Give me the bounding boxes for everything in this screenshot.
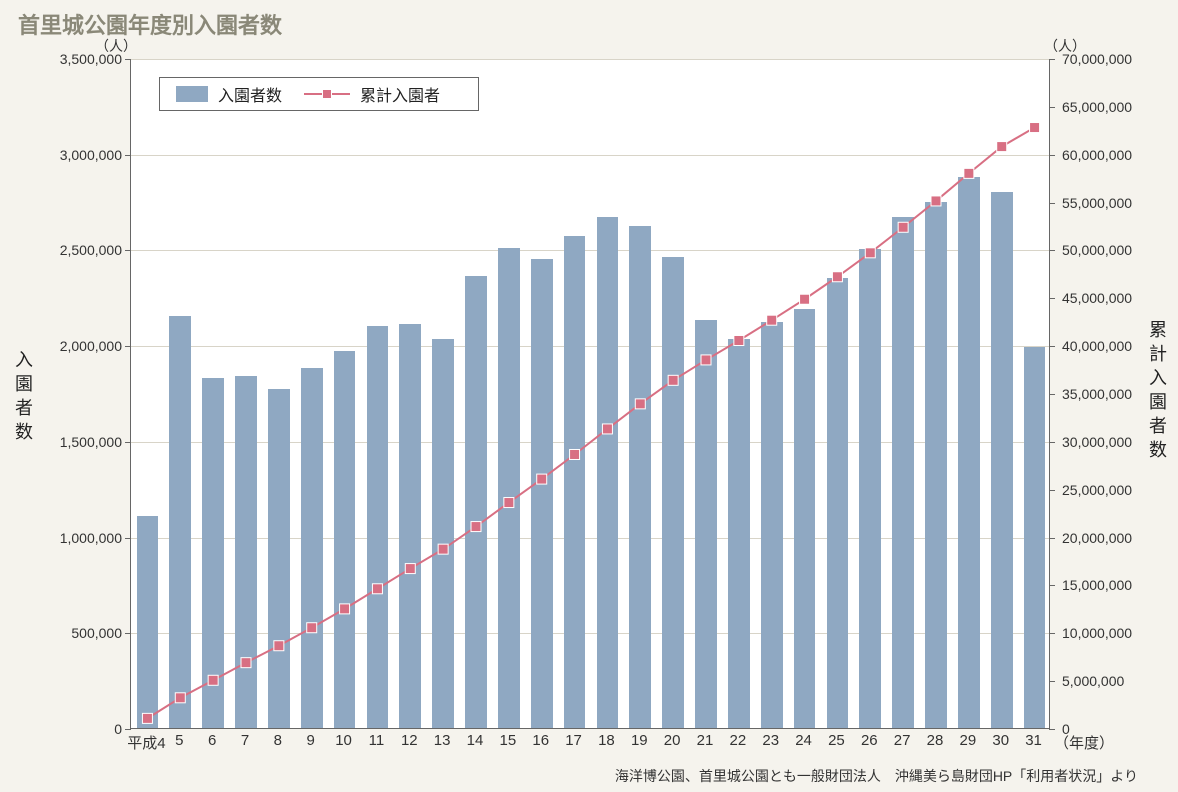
y-right-tick-label: 20,000,000 [1058,530,1178,546]
x-tick-label: 26 [861,732,878,749]
chart-marker [898,222,908,232]
chart-marker [832,272,842,282]
chart-marker [800,294,810,304]
x-tick-label: 25 [828,732,845,749]
y-left-tick-label: 1,500,000 [0,434,126,450]
y-right-tick-label: 15,000,000 [1058,577,1178,593]
x-tick-label: 10 [335,732,352,749]
y-right-tick-label: 45,000,000 [1058,290,1178,306]
chart-marker [635,399,645,409]
chart-marker [471,522,481,532]
y-left-tick-label: 3,500,000 [0,51,126,67]
x-tick-label: 16 [532,732,549,749]
x-tick-label: 8 [274,732,282,749]
x-tick-label: 31 [1025,732,1042,749]
x-tick-label: 19 [631,732,648,749]
x-tick-label: 14 [467,732,484,749]
x-tick-label: 28 [927,732,944,749]
chart-marker [241,658,251,668]
x-tick-label: 18 [598,732,615,749]
chart-marker [142,713,152,723]
x-unit: （年度） [1054,732,1114,753]
x-labels: 平成4 5 6 7 8 9 10 11 12 13 14 15 16 17 18 19 20 21 22 23 24 25… [130,732,1050,754]
chart-marker [668,375,678,385]
chart-marker [405,564,415,574]
x-tick-label: 20 [664,732,681,749]
y-left-labels: 0500,0001,000,0001,500,0002,000,0002,500… [0,59,126,729]
y-right-tick-label: 65,000,000 [1058,99,1178,115]
chart-marker [438,544,448,554]
y-right-tick-label: 55,000,000 [1058,195,1178,211]
x-tick-label: 15 [500,732,517,749]
x-tick-label: 11 [369,732,385,749]
y-right-tick-label: 30,000,000 [1058,434,1178,450]
y-right-tick-label: 50,000,000 [1058,242,1178,258]
y-right-tick-label: 10,000,000 [1058,625,1178,641]
y-right-tick-label: 25,000,000 [1058,482,1178,498]
x-tick-label: 13 [434,732,451,749]
chart-marker [767,315,777,325]
x-tick-label: 21 [697,732,714,749]
y-right-tick-label: 70,000,000 [1058,51,1178,67]
y-right-tick-label: 60,000,000 [1058,147,1178,163]
y-left-tick-label: 2,000,000 [0,338,126,354]
chart-source: 海洋博公園、首里城公園とも一般財団法人 沖縄美ら島財団HP「利用者状況」より [615,766,1138,786]
x-tick-label: 30 [992,732,1009,749]
chart-title: 首里城公園年度別入園者数 [18,8,282,40]
chart-marker [997,142,1007,152]
chart-marker [537,474,547,484]
y-right-tick-label: 5,000,000 [1058,673,1178,689]
chart-marker [570,449,580,459]
chart-marker [1030,123,1040,133]
y-right-labels: 05,000,00010,000,00015,000,00020,000,000… [1058,59,1178,729]
x-tick-label: 5 [175,732,183,749]
x-tick-label: 17 [565,732,582,749]
y-left-tick-label: 500,000 [0,625,126,641]
chart-marker [208,675,218,685]
x-tick-label: 29 [960,732,977,749]
chart-marker [504,498,514,508]
y-left-tick-label: 3,000,000 [0,147,126,163]
y-right-tick-label: 40,000,000 [1058,338,1178,354]
y-left-tick-label: 2,500,000 [0,242,126,258]
chart-marker [734,335,744,345]
chart-marker [602,424,612,434]
x-tick-label: 24 [795,732,812,749]
chart-marker [931,196,941,206]
chart-plot-area: 入園者数 累計入園者 [130,59,1050,729]
chart-marker [175,693,185,703]
y-right-tick-label: 35,000,000 [1058,386,1178,402]
x-tick-label: 23 [762,732,779,749]
chart-marker [865,248,875,258]
chart-line [131,59,1051,729]
chart-marker [372,584,382,594]
chart-marker [307,623,317,633]
y-left-tick-label: 1,000,000 [0,530,126,546]
chart-marker [274,641,284,651]
chart-marker [701,355,711,365]
x-tick-label: 7 [241,732,249,749]
chart-marker [340,604,350,614]
x-tick-label: 27 [894,732,911,749]
x-tick-label: 12 [401,732,418,749]
x-tick-label: 9 [307,732,315,749]
x-tick-label: 平成4 [127,732,165,753]
x-tick-label: 22 [730,732,747,749]
y-left-tick-label: 0 [0,721,126,737]
x-tick-label: 6 [208,732,216,749]
chart-marker [964,168,974,178]
